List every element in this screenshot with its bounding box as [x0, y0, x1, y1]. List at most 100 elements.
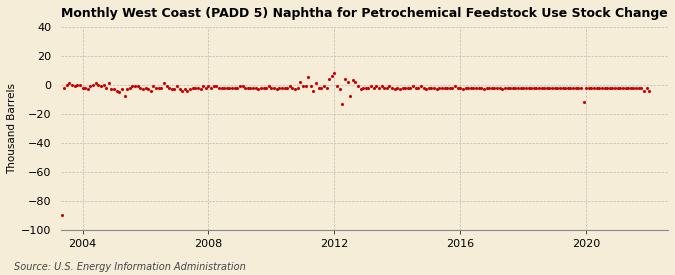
- Point: [484, 86, 495, 90]
- Point: [258, 86, 269, 90]
- Point: [489, 86, 500, 90]
- Point: [565, 86, 576, 90]
- Point: [458, 87, 468, 91]
- Point: [95, 84, 106, 88]
- Point: [502, 86, 513, 90]
- Point: [334, 87, 345, 91]
- Point: [583, 86, 594, 90]
- Point: [497, 87, 508, 91]
- Point: [287, 86, 298, 90]
- Point: [93, 82, 104, 87]
- Point: [455, 86, 466, 90]
- Point: [174, 87, 185, 91]
- Point: [261, 86, 271, 90]
- Point: [190, 86, 200, 90]
- Point: [381, 86, 392, 90]
- Point: [188, 86, 198, 90]
- Point: [515, 86, 526, 90]
- Point: [573, 86, 584, 90]
- Point: [185, 87, 196, 91]
- Point: [510, 86, 521, 90]
- Point: [206, 86, 217, 90]
- Point: [447, 86, 458, 90]
- Point: [85, 84, 96, 88]
- Point: [232, 86, 243, 90]
- Point: [500, 86, 510, 90]
- Point: [392, 86, 403, 90]
- Point: [534, 86, 545, 90]
- Point: [491, 86, 502, 90]
- Point: [305, 84, 316, 88]
- Point: [544, 86, 555, 90]
- Point: [117, 87, 128, 91]
- Point: [248, 86, 259, 90]
- Point: [352, 84, 363, 88]
- Point: [633, 86, 644, 90]
- Point: [316, 86, 327, 90]
- Point: [74, 82, 85, 87]
- Point: [106, 87, 117, 91]
- Point: [373, 86, 384, 90]
- Point: [389, 87, 400, 91]
- Point: [470, 86, 481, 90]
- Point: [230, 86, 240, 90]
- Point: [130, 84, 140, 88]
- Point: [626, 86, 637, 90]
- Point: [620, 86, 631, 90]
- Point: [227, 86, 238, 90]
- Point: [597, 86, 608, 90]
- Point: [397, 86, 408, 90]
- Point: [164, 86, 175, 90]
- Point: [520, 86, 531, 90]
- Point: [636, 86, 647, 90]
- Point: [363, 86, 374, 90]
- Point: [256, 86, 267, 90]
- Point: [557, 86, 568, 90]
- Point: [450, 84, 460, 88]
- Point: [630, 86, 641, 90]
- Point: [570, 86, 581, 90]
- Point: [413, 86, 424, 90]
- Point: [408, 84, 418, 88]
- Point: [602, 86, 613, 90]
- Point: [180, 87, 190, 91]
- Point: [612, 86, 623, 90]
- Point: [142, 87, 153, 91]
- Point: [369, 86, 379, 90]
- Point: [610, 86, 620, 90]
- Point: [321, 86, 332, 90]
- Point: [153, 86, 164, 90]
- Point: [536, 86, 547, 90]
- Point: [345, 94, 356, 98]
- Point: [641, 86, 652, 90]
- Point: [547, 86, 558, 90]
- Point: [209, 84, 219, 88]
- Point: [437, 86, 448, 90]
- Point: [434, 86, 445, 90]
- Point: [159, 81, 169, 86]
- Point: [429, 86, 439, 90]
- Point: [555, 86, 566, 90]
- Point: [426, 86, 437, 90]
- Point: [591, 86, 602, 90]
- Point: [64, 81, 75, 86]
- Point: [366, 84, 377, 88]
- Point: [310, 81, 321, 86]
- Point: [576, 86, 587, 90]
- Point: [529, 86, 539, 90]
- Point: [49, 36, 59, 40]
- Point: [245, 86, 256, 90]
- Point: [221, 86, 232, 90]
- Point: [444, 86, 455, 90]
- Point: [481, 86, 492, 90]
- Point: [51, 55, 61, 59]
- Point: [531, 86, 542, 90]
- Point: [67, 82, 78, 87]
- Point: [253, 87, 264, 91]
- Point: [103, 81, 114, 86]
- Point: [552, 86, 563, 90]
- Point: [589, 86, 599, 90]
- Point: [423, 86, 434, 90]
- Point: [274, 86, 285, 90]
- Point: [237, 84, 248, 88]
